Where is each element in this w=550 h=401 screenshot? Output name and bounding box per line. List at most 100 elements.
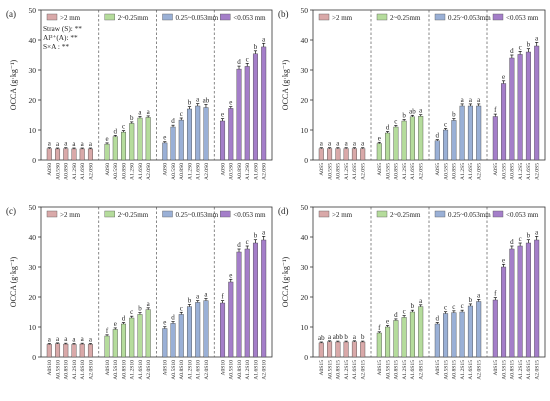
bar [335, 148, 341, 161]
legend-swatch [318, 13, 330, 21]
bar [129, 317, 135, 358]
bar [236, 251, 242, 358]
bar [525, 51, 531, 161]
x-tick-label: A1.2S15 [518, 360, 524, 380]
y-tick-label: 30 [29, 66, 37, 75]
bar [203, 300, 209, 358]
x-tick-label: A0.5S15 [327, 360, 333, 380]
x-tick-label: A0.8S15 [336, 360, 342, 380]
legend-label: 2~0.25mm [390, 211, 421, 219]
legend-label: <0.053 mm [506, 211, 539, 219]
significance-letter: e [386, 318, 389, 326]
bar [261, 239, 267, 358]
bar [385, 132, 391, 161]
significance-letter: d [237, 58, 241, 66]
significance-letter: ab [409, 107, 416, 115]
x-tick-label: A1.6S5 [410, 163, 416, 180]
bar [476, 105, 482, 161]
y-tick-label: 10 [29, 126, 37, 135]
x-tick-label: A0.5S0 [171, 163, 177, 180]
x-tick-label: A2.0S15 [477, 360, 483, 380]
x-tick-label: A1.6S0 [196, 163, 202, 180]
significance-letter: a [262, 35, 266, 43]
bar [434, 323, 440, 358]
significance-letter: d [510, 47, 514, 55]
significance-letter: ab [318, 334, 325, 342]
significance-letter: d [510, 238, 514, 246]
y-tick-label: 40 [29, 36, 37, 45]
x-tick-label: A1.2S0 [72, 163, 78, 180]
legend-swatch [162, 210, 173, 218]
bar [534, 45, 540, 161]
legend-swatch [376, 13, 388, 21]
bar [162, 142, 168, 161]
bar [63, 148, 69, 161]
y-tick-label: 30 [29, 263, 37, 272]
significance-letter: a [336, 140, 340, 148]
significance-letter: a [469, 96, 473, 104]
x-tick-label: A1.6S15 [410, 360, 416, 380]
significance-letter: c [452, 303, 455, 311]
x-tick-label: A0.5S5 [443, 163, 449, 180]
bar [170, 323, 176, 358]
x-tick-label: A2.0S0 [204, 163, 210, 180]
x-tick-label: A2.0S15 [361, 360, 367, 380]
x-tick-label: A0S5 [493, 163, 499, 176]
bar [434, 140, 440, 161]
bar [236, 68, 242, 161]
y-tick-label: 0 [32, 156, 36, 165]
significance-letter: b [469, 296, 473, 304]
significance-letter: e [221, 111, 224, 119]
legend-swatch [376, 210, 388, 218]
significance-letter: d [171, 314, 175, 322]
significance-letter: c [246, 55, 249, 63]
x-tick-label: A1.6S0 [253, 163, 259, 180]
x-tick-label: A2.0S5 [419, 163, 425, 180]
y-tick-label: 10 [29, 323, 37, 332]
significance-letter: a [477, 96, 481, 104]
x-tick-label: A0.8S0 [237, 163, 243, 180]
bar [178, 314, 184, 358]
significance-letter: c [403, 308, 406, 316]
y-tick-label: 40 [301, 233, 309, 242]
x-tick-label: A1.2S5 [518, 163, 524, 180]
significance-letter: c [180, 304, 183, 312]
x-tick-label: A2.0S10 [146, 360, 152, 380]
x-tick-label: A2.0S10 [262, 360, 268, 380]
significance-letter: b [411, 302, 415, 310]
bar [228, 108, 234, 161]
x-tick-label: A2.0S15 [419, 360, 425, 380]
x-tick-label: A1.6S10 [80, 360, 86, 380]
legend-label: >2 mm [60, 14, 81, 22]
chart-panel-3: 0 10 20 30 40 50 OCCA (g·kg⁻¹) (c) a A0S10 a A0.5S1… [6, 203, 273, 380]
bar [467, 305, 473, 358]
significance-letter: a [477, 291, 481, 299]
x-tick-label: A2.0S10 [204, 360, 210, 380]
y-tick-label: 30 [301, 263, 309, 272]
legend-swatch [492, 13, 504, 21]
x-tick-label: A0.8S15 [394, 360, 400, 380]
bar [443, 129, 449, 161]
y-axis-label: OCCA (g·kg⁻¹) [281, 59, 290, 110]
bar [71, 344, 77, 358]
y-tick-label: 30 [301, 66, 309, 75]
x-tick-label: A1.6S0 [138, 163, 144, 180]
stats-annotation: Al³⁺(A): ** [43, 33, 78, 42]
bar [509, 248, 515, 358]
panel-label: (c) [6, 206, 16, 216]
bar [401, 317, 407, 358]
significance-letter: b [527, 41, 531, 49]
bar [104, 143, 110, 161]
bar [451, 312, 457, 358]
significance-letter: a [72, 336, 76, 344]
bar [112, 136, 118, 161]
bar [145, 309, 151, 358]
x-tick-label: A0S0 [220, 163, 226, 176]
legend-label: 0.25~0.053mm [448, 211, 491, 219]
x-tick-label: A0S0 [105, 163, 111, 176]
bar [492, 299, 498, 358]
significance-letter: d [436, 315, 440, 323]
x-tick-label: A2.0S5 [477, 163, 483, 180]
significance-letter: e [114, 320, 117, 328]
x-tick-label: A1.6S10 [138, 360, 144, 380]
